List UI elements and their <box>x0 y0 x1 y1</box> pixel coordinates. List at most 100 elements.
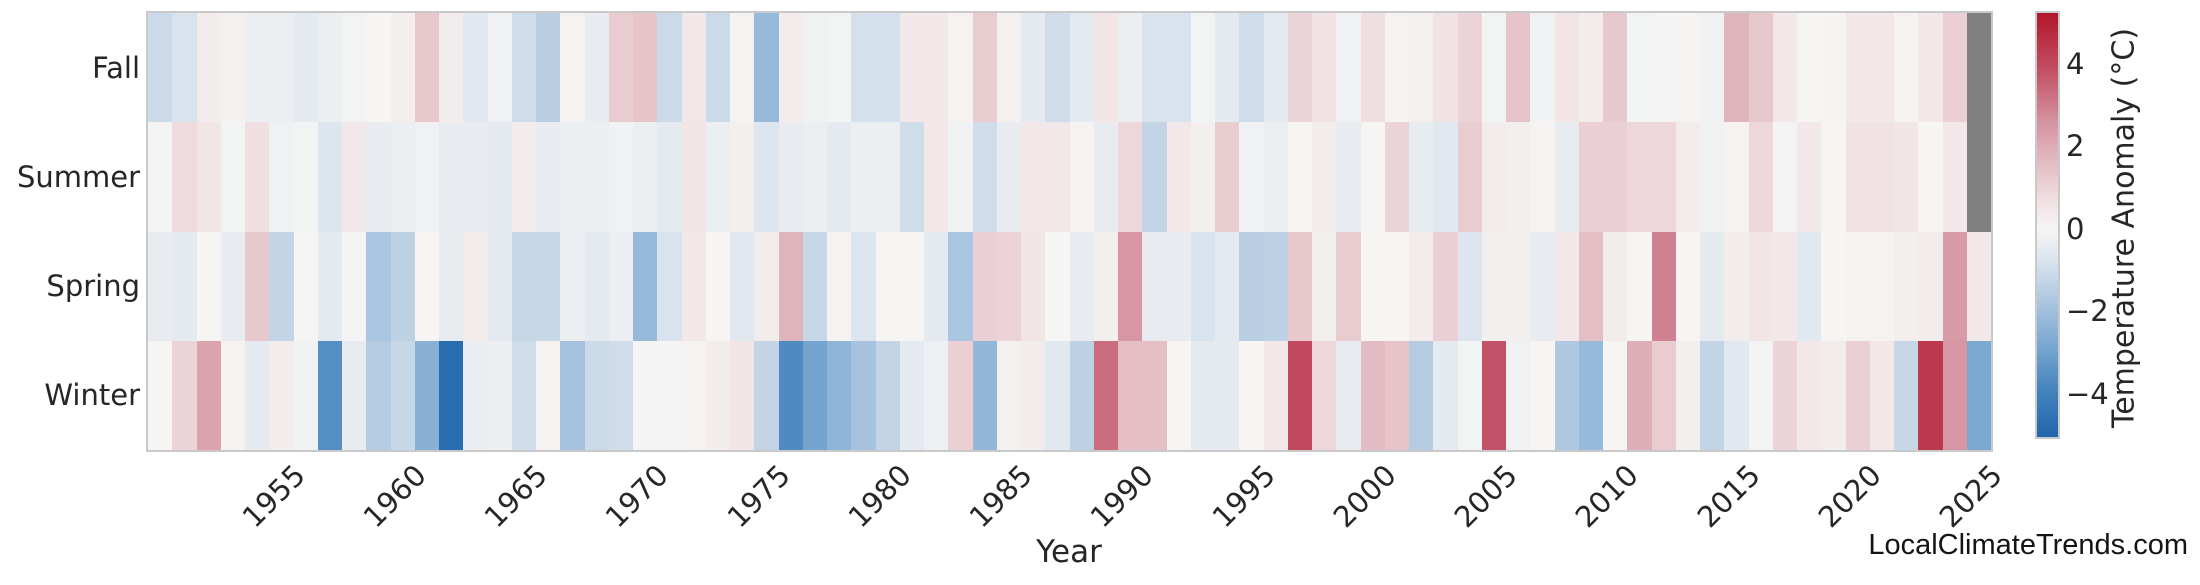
heatmap-cell <box>1918 122 1943 232</box>
heatmap-cell <box>1675 122 1700 232</box>
heatmap-cell <box>439 231 464 341</box>
heatmap-cell <box>584 231 609 341</box>
heatmap-cell <box>633 340 658 450</box>
heatmap-cell <box>317 231 342 341</box>
heatmap-cell <box>342 122 367 232</box>
heatmap-cell <box>1869 231 1894 341</box>
heatmap-cell <box>560 340 585 450</box>
heatmap-cell <box>1457 231 1482 341</box>
x-tick-label: 1965 <box>477 458 554 535</box>
heatmap-cell <box>1821 13 1846 123</box>
heatmap-cell <box>1797 231 1822 341</box>
heatmap-cell <box>245 13 270 123</box>
heatmap-cell <box>1433 13 1458 123</box>
heatmap-cell <box>1166 340 1191 450</box>
heatmap-cell <box>584 13 609 123</box>
heatmap-cell <box>705 340 730 450</box>
heatmap-cell <box>754 13 779 123</box>
heatmap-cell <box>875 340 900 450</box>
heatmap-cell <box>536 231 561 341</box>
heatmap-cell <box>705 122 730 232</box>
heatmap-cell <box>1263 13 1288 123</box>
heatmap-cell <box>730 122 755 232</box>
heatmap-cell <box>560 231 585 341</box>
x-tick-label: 1990 <box>1083 458 1161 535</box>
heatmap-cell <box>948 13 973 123</box>
heatmap-cell <box>681 231 706 341</box>
heatmap-cell <box>827 13 852 123</box>
heatmap-cell <box>317 13 342 123</box>
heatmap-cell <box>608 231 633 341</box>
heatmap-cell <box>1287 122 1312 232</box>
heatmap-cell <box>1942 122 1967 232</box>
heatmap-cell <box>972 340 997 450</box>
heatmap-cell <box>196 231 221 341</box>
heatmap-cell <box>487 122 512 232</box>
x-tick-label: 1985 <box>962 458 1039 535</box>
heatmap-cell <box>1506 340 1531 450</box>
x-tick-label: 2015 <box>1690 458 1767 535</box>
heatmap-cell <box>1530 13 1555 123</box>
heatmap-cell <box>1263 340 1288 450</box>
heatmap-cell <box>1142 122 1167 232</box>
heatmap-cell <box>1530 122 1555 232</box>
heatmap-cell <box>1942 13 1967 123</box>
heatmap-cell <box>1627 122 1652 232</box>
heatmap-cell <box>1627 340 1652 450</box>
heatmap-cell <box>681 340 706 450</box>
heatmap-cell <box>924 13 949 123</box>
heatmap-cell <box>1966 13 1991 123</box>
heatmap-cell <box>1603 13 1628 123</box>
heatmap-cell <box>1821 122 1846 232</box>
heatmap-cell <box>1409 13 1434 123</box>
heatmap-cell <box>1336 231 1361 341</box>
heatmap-cell <box>1845 231 1870 341</box>
x-tick-label: 2005 <box>1447 458 1524 535</box>
heatmap-cell <box>1190 340 1215 450</box>
heatmap-cell <box>1506 231 1531 341</box>
heatmap-cell <box>1942 231 1967 341</box>
heatmap-cell <box>414 13 439 123</box>
heatmap-cell <box>996 122 1021 232</box>
heatmap-cell <box>1894 340 1919 450</box>
heatmap-cell <box>1045 340 1070 450</box>
colorbar-tick-label: −2 <box>2066 294 2109 329</box>
heatmap-cell <box>1360 13 1385 123</box>
heatmap-cell <box>1894 13 1919 123</box>
heatmap-cell <box>802 13 827 123</box>
heatmap-cell <box>754 231 779 341</box>
heatmap-cell <box>996 340 1021 450</box>
heatmap-cell <box>511 340 536 450</box>
heatmap-cell <box>1675 13 1700 123</box>
heatmap-cell <box>1287 13 1312 123</box>
heatmap-cell <box>148 122 173 232</box>
heatmap-cell <box>1603 340 1628 450</box>
heatmap-cell <box>1506 122 1531 232</box>
heatmap-cell <box>511 13 536 123</box>
heatmap-cell <box>1603 122 1628 232</box>
heatmap-cell <box>245 122 270 232</box>
heatmap-cell <box>1797 340 1822 450</box>
heatmap-cell <box>1918 13 1943 123</box>
row-label-fall: Fall <box>92 50 140 85</box>
heatmap-cell <box>1093 340 1118 450</box>
heatmap-cell <box>1118 122 1143 232</box>
heatmap-cell <box>1045 231 1070 341</box>
heatmap-cell <box>1481 340 1506 450</box>
heatmap-cell <box>439 13 464 123</box>
heatmap-cell <box>463 122 488 232</box>
heatmap-cell <box>584 340 609 450</box>
heatmap-cell <box>172 231 197 341</box>
heatmap-cell <box>1966 231 1991 341</box>
heatmap-cell <box>851 13 876 123</box>
colorbar-title: Temperature Anomaly (°C) <box>2106 27 2142 429</box>
heatmap-cell <box>1166 122 1191 232</box>
heatmap-cell <box>1190 122 1215 232</box>
heatmap-cell <box>1021 122 1046 232</box>
heatmap-cell <box>1554 231 1579 341</box>
heatmap-cell <box>827 340 852 450</box>
heatmap-cell <box>1069 231 1094 341</box>
heatmap-cell <box>972 122 997 232</box>
heatmap-cell <box>1457 13 1482 123</box>
heatmap-cell <box>875 122 900 232</box>
